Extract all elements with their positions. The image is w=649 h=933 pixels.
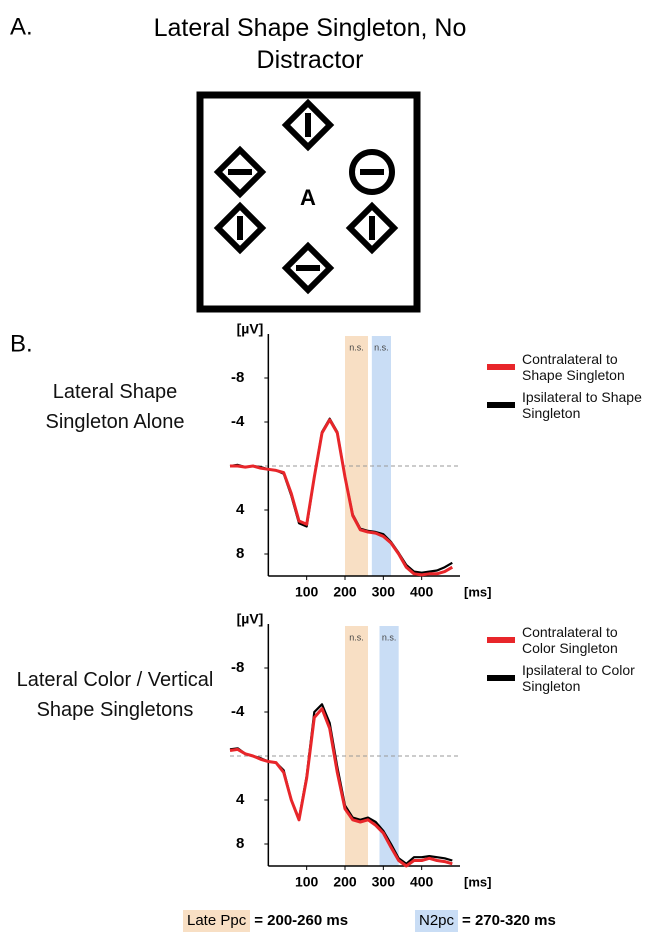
significance-label: n.s.	[349, 632, 364, 642]
panel-label: B.	[10, 330, 33, 357]
display-frame	[196, 91, 421, 313]
significance-label: n.s.	[382, 632, 397, 642]
y-tick-label: -8	[231, 369, 244, 386]
x-tick-label: 100	[295, 874, 319, 890]
panel-label: A.	[10, 13, 33, 40]
fixation-letter: A	[300, 185, 316, 210]
footer-item: N2pc = 270-320 ms	[415, 910, 556, 932]
window-shading	[345, 336, 368, 576]
y-tick-label: 8	[236, 835, 244, 852]
x-tick-label: 400	[410, 874, 434, 890]
x-tick-label: 100	[295, 584, 319, 600]
x-unit: [ms]	[464, 874, 491, 889]
legend-swatch	[487, 402, 515, 408]
footer-chip: Late Ppc	[183, 910, 251, 932]
legend-swatch	[487, 637, 515, 643]
search-items	[213, 98, 399, 295]
x-tick-label: 300	[372, 584, 396, 600]
waveform	[229, 417, 453, 574]
legend-label: Ipsilateral to Shape Singleton	[522, 389, 642, 421]
x-unit: [ms]	[464, 584, 491, 599]
window-shading	[379, 626, 399, 866]
significance-label: n.s.	[374, 342, 389, 352]
waveform	[229, 707, 453, 868]
legend-label: Contralateral to Color Singleton	[522, 624, 618, 656]
x-tick-label: 400	[410, 584, 434, 600]
legend-swatch	[487, 675, 515, 681]
footer-legend: Late Ppc = 200-260 ms N2pc = 270-320 ms	[0, 910, 649, 932]
footer-item: Late Ppc = 200-260 ms	[183, 910, 348, 932]
legend-swatch	[487, 364, 515, 370]
footer-range: = 200-260 ms	[254, 912, 349, 929]
y-tick-label: 4	[236, 501, 245, 518]
y-tick-label: -4	[231, 703, 245, 720]
y-tick-label: 4	[236, 791, 245, 808]
legend-label: Ipsilateral to Color Singleton	[522, 662, 635, 694]
y-tick-label: -8	[231, 659, 244, 676]
x-tick-label: 300	[372, 874, 396, 890]
side-label: Lateral Shape Singleton Alone	[45, 381, 185, 433]
footer-chip: N2pc	[415, 910, 459, 932]
window-shading	[345, 626, 368, 866]
panel-title: Lateral Shape Singleton, No Distractor	[153, 14, 467, 74]
x-tick-label: 200	[333, 874, 357, 890]
y-unit: [µV]	[237, 321, 264, 337]
window-shading	[371, 336, 391, 576]
significance-label: n.s.	[349, 342, 364, 352]
y-tick-label: 8	[236, 545, 244, 562]
y-unit: [µV]	[237, 611, 264, 627]
x-tick-label: 200	[333, 584, 357, 600]
legend-label: Contralateral to Shape Singleton	[522, 351, 625, 383]
side-label: Lateral Color / Vertical Shape Singleton…	[16, 669, 214, 721]
footer-range: = 270-320 ms	[462, 912, 556, 929]
y-tick-label: -4	[231, 413, 245, 430]
waveform	[230, 418, 454, 577]
